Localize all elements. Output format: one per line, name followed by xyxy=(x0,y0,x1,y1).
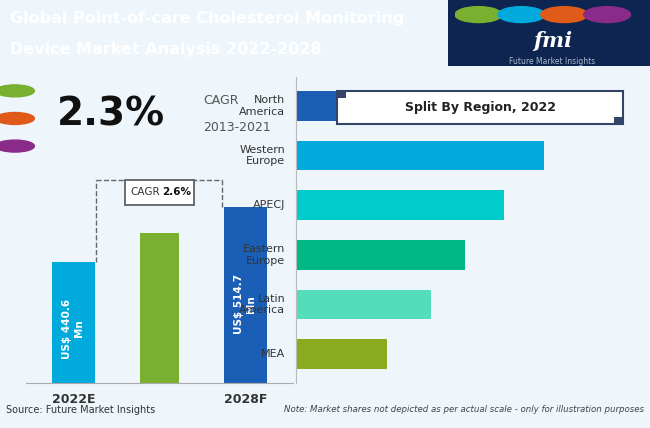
Circle shape xyxy=(541,7,588,23)
Circle shape xyxy=(498,7,545,23)
Text: CAGR: CAGR xyxy=(131,187,161,197)
Text: Note: Market shares not depicted as per actual scale - only for illustration pur: Note: Market shares not depicted as per … xyxy=(283,405,644,414)
Bar xyxy=(52,262,95,383)
Text: fmi: fmi xyxy=(533,31,572,51)
Bar xyxy=(296,190,504,220)
Text: US$ 440.6
Mn: US$ 440.6 Mn xyxy=(62,298,84,359)
Text: Split By Region, 2022: Split By Region, 2022 xyxy=(404,101,556,114)
Bar xyxy=(140,233,179,383)
Text: US$ 514.7
Mn: US$ 514.7 Mn xyxy=(235,273,256,334)
Bar xyxy=(448,0,650,66)
Bar xyxy=(224,207,266,383)
Text: 2.3%: 2.3% xyxy=(57,96,165,134)
Circle shape xyxy=(0,85,34,97)
Bar xyxy=(296,91,584,121)
Text: 2.6%: 2.6% xyxy=(162,187,191,197)
Bar xyxy=(296,339,387,369)
Text: Device Market Analysis 2022-2028: Device Market Analysis 2022-2028 xyxy=(10,42,321,57)
Circle shape xyxy=(584,7,630,23)
Text: 33.1%: 33.1% xyxy=(536,99,579,113)
Text: CAGR: CAGR xyxy=(203,94,239,107)
Bar xyxy=(337,91,346,98)
Text: Future Market Insights: Future Market Insights xyxy=(510,56,595,65)
Bar xyxy=(296,240,465,270)
Bar xyxy=(296,141,543,170)
Bar xyxy=(296,290,430,319)
Text: Source: Future Market Insights: Source: Future Market Insights xyxy=(6,405,156,415)
Circle shape xyxy=(0,113,34,125)
Circle shape xyxy=(0,140,34,152)
FancyBboxPatch shape xyxy=(337,91,623,125)
Circle shape xyxy=(455,7,502,23)
Text: 2013-2021: 2013-2021 xyxy=(203,121,271,134)
Bar xyxy=(614,117,623,125)
FancyBboxPatch shape xyxy=(125,180,194,205)
Text: Global Point-of-care Cholesterol Monitoring: Global Point-of-care Cholesterol Monitor… xyxy=(10,11,404,26)
